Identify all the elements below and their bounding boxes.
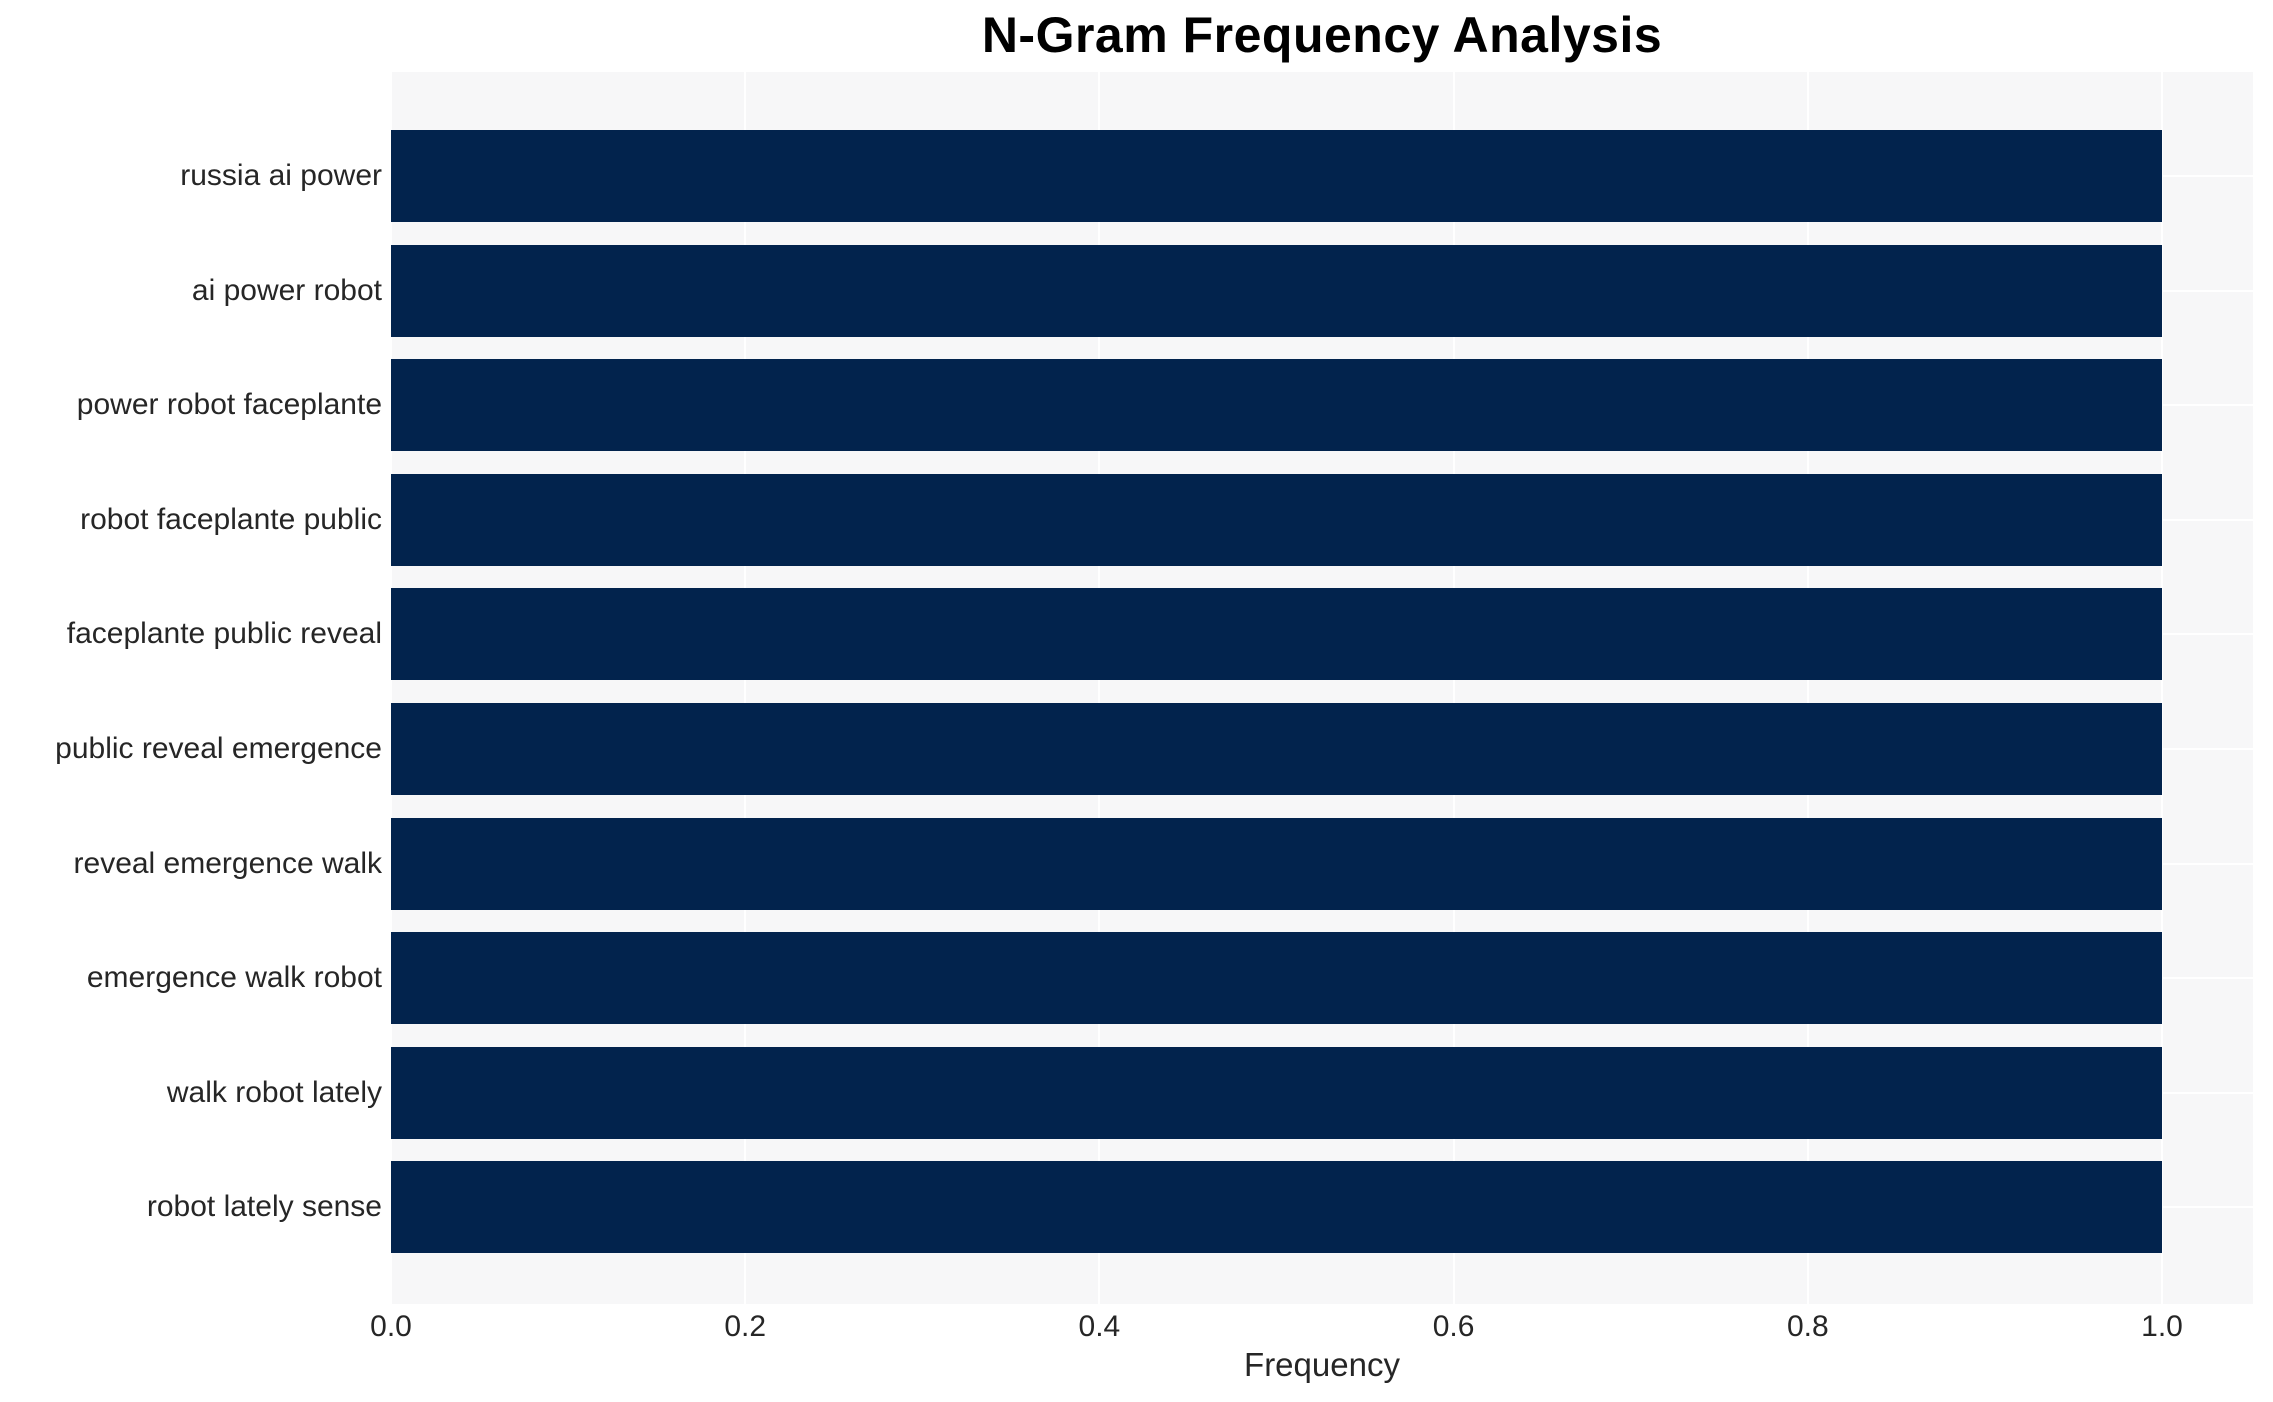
- x-tick-label: 0.8: [1786, 1310, 1829, 1343]
- y-tick-label: power robot faceplante: [76, 388, 382, 422]
- bar: [391, 1046, 2162, 1139]
- gridline-vertical: [2161, 72, 2163, 1304]
- bar: [391, 359, 2162, 452]
- x-tick-label: 0.0: [370, 1310, 412, 1343]
- y-tick-label: ai power robot: [191, 273, 382, 307]
- x-axis-title: Frequency: [1244, 1346, 1400, 1383]
- bar: [391, 817, 2162, 910]
- bar: [391, 244, 2162, 337]
- y-tick-label: public reveal emergence: [55, 732, 382, 765]
- gridline-vertical: [1452, 72, 1455, 1304]
- x-tick-label: 1.0: [2141, 1310, 2183, 1343]
- bar: [391, 1161, 2162, 1254]
- bar: [391, 130, 2162, 222]
- chart-title: N-Gram Frequency Analysis: [981, 7, 1663, 63]
- bar: [391, 932, 2162, 1025]
- y-tick-label: russia ai power: [180, 159, 382, 192]
- y-tick-label: faceplante public reveal: [66, 617, 382, 651]
- x-tick-label: 0.2: [724, 1310, 767, 1343]
- bar: [391, 588, 2162, 681]
- plot-area: [390, 72, 2253, 1304]
- y-tick-label: robot faceplante public: [80, 502, 382, 536]
- gridline-vertical: [744, 72, 747, 1304]
- y-tick-label: reveal emergence walk: [73, 846, 382, 880]
- gridline-vertical: [1098, 72, 1101, 1304]
- gridline-vertical: [390, 72, 392, 1304]
- bar: [391, 473, 2162, 566]
- y-tick-label: walk robot lately: [166, 1075, 382, 1109]
- y-tick-label: emergence walk robot: [86, 961, 382, 995]
- gridline-vertical: [1806, 72, 1809, 1304]
- y-tick-label: robot lately sense: [146, 1190, 382, 1224]
- x-tick-label: 0.6: [1432, 1310, 1475, 1343]
- x-tick-label: 0.4: [1078, 1310, 1121, 1343]
- bar: [391, 703, 2162, 795]
